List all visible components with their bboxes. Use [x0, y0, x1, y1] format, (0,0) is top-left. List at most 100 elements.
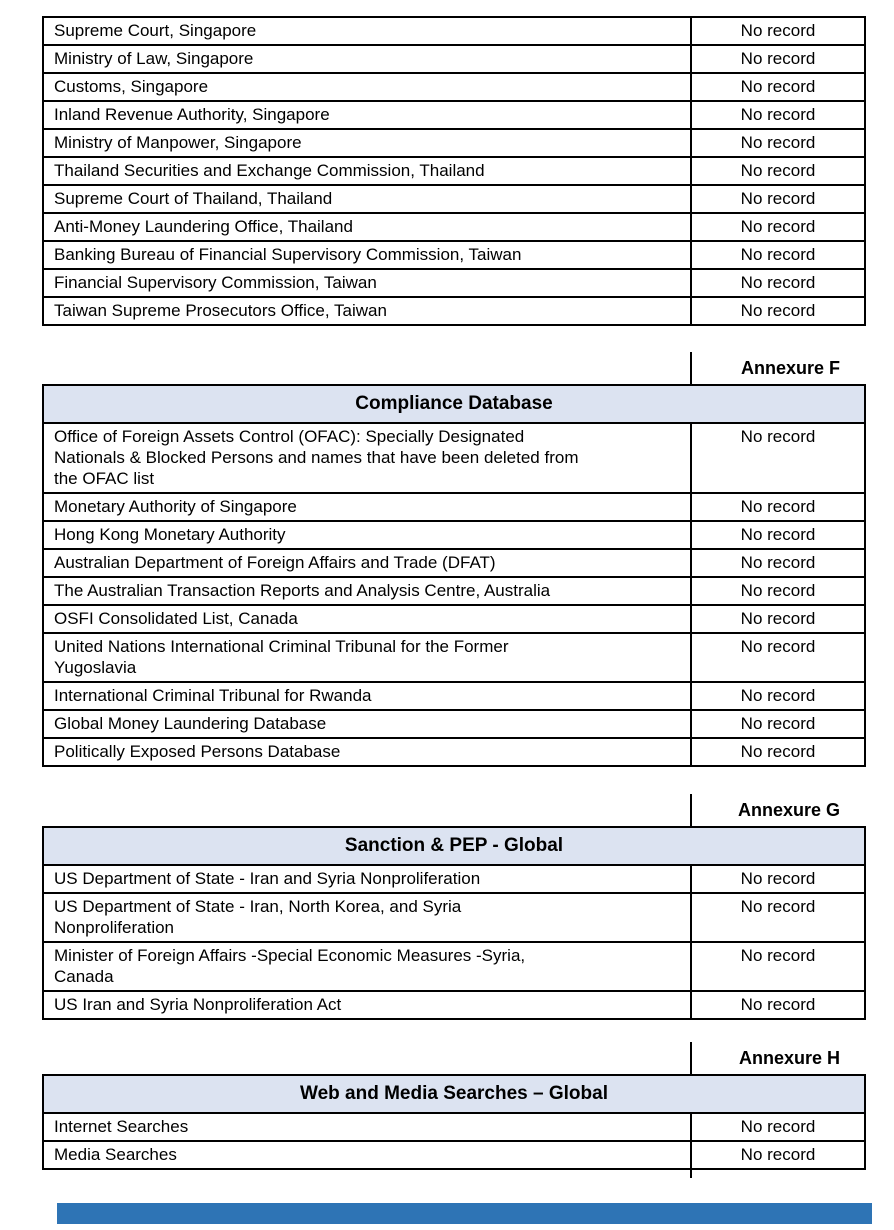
annexure-label: Annexure H — [738, 1047, 840, 1068]
table-row: International Criminal Tribunal for Rwan… — [44, 681, 864, 709]
result-cell: No record — [690, 130, 864, 156]
table-row: United Nations International Criminal Tr… — [44, 632, 864, 681]
result-cell: No record — [690, 270, 864, 296]
table-body: Office of Foreign Assets Control (OFAC):… — [44, 424, 864, 765]
table-title: Web and Media Searches – Global — [44, 1076, 864, 1114]
source-cell: Customs, Singapore — [54, 77, 209, 96]
source-cell: Australian Department of Foreign Affairs… — [54, 553, 496, 572]
source-cell: Minister of Foreign Affairs -Special Eco… — [54, 946, 526, 986]
annexure-f-label-row: Annexure F — [42, 352, 866, 385]
source-cell: Thailand Securities and Exchange Commiss… — [54, 161, 485, 180]
result-cell: No record — [690, 894, 864, 941]
result-cell: No record — [690, 992, 864, 1018]
result-cell: No record — [690, 186, 864, 212]
table-row: Banking Bureau of Financial Supervisory … — [44, 240, 864, 268]
table-row: US Iran and Syria Nonproliferation Act No… — [44, 990, 864, 1018]
result-cell: No record — [690, 74, 864, 100]
result-cell: No record — [690, 424, 864, 492]
source-cell: Monetary Authority of Singapore — [54, 497, 297, 516]
result-cell: No record — [690, 711, 864, 737]
result-cell: No record — [690, 634, 864, 681]
jurisdiction-search-table: Supreme Court, Singapore No record Ministr… — [42, 16, 866, 326]
column-divider-stub — [690, 1042, 692, 1075]
source-cell: US Department of State - Iran and Syria … — [54, 869, 481, 888]
source-cell: Global Money Laundering Database — [54, 714, 327, 733]
annexure-label: Annexure G — [737, 799, 840, 820]
result-cell: No record — [690, 18, 864, 44]
source-cell: US Department of State - Iran, North Kor… — [54, 897, 462, 937]
result-cell: No record — [690, 298, 864, 324]
table-row: Supreme Court of Thailand, Thailand No re… — [44, 184, 864, 212]
column-divider-stub — [690, 794, 692, 827]
table-row: Australian Department of Foreign Affairs… — [44, 548, 864, 576]
table-row: Ministry of Law, Singapore No record — [44, 44, 864, 72]
table-row: US Department of State - Iran, North Kor… — [44, 892, 864, 941]
source-cell: Financial Supervisory Commission, Taiwan — [54, 273, 377, 292]
web-media-searches-table: Web and Media Searches – Global Internet… — [42, 1074, 866, 1170]
result-cell: No record — [690, 158, 864, 184]
table-row: Taiwan Supreme Prosecutors Office, Taiwa… — [44, 296, 864, 324]
table-row: Thailand Securities and Exchange Commiss… — [44, 156, 864, 184]
table-row: Customs, Singapore No record — [44, 72, 864, 100]
source-cell: Hong Kong Monetary Authority — [54, 525, 286, 544]
result-cell: No record — [690, 214, 864, 240]
result-cell: No record — [690, 578, 864, 604]
page-content-column: Supreme Court, Singapore No record Ministr… — [42, 16, 866, 1178]
result-cell: No record — [690, 683, 864, 709]
table-body: Supreme Court, Singapore No record Ministr… — [44, 18, 864, 324]
result-cell: No record — [690, 1142, 864, 1168]
column-divider-stub — [690, 1170, 692, 1178]
result-cell: No record — [690, 550, 864, 576]
source-cell: United Nations International Criminal Tr… — [54, 637, 509, 677]
result-cell: No record — [690, 739, 864, 765]
source-cell: International Criminal Tribunal for Rwan… — [54, 686, 372, 705]
annexure-label: Annexure F — [740, 357, 840, 378]
table-row: Inland Revenue Authority, Singapore No re… — [44, 100, 864, 128]
result-cell: No record — [690, 46, 864, 72]
table-title: Sanction & PEP - Global — [44, 828, 864, 866]
column-divider-stub — [690, 352, 692, 385]
table-row: Anti-Money Laundering Office, Thailand No… — [44, 212, 864, 240]
source-cell: Internet Searches — [54, 1117, 189, 1136]
table-row: Financial Supervisory Commission, Taiwan… — [44, 268, 864, 296]
table-row: Global Money Laundering Database No recor… — [44, 709, 864, 737]
sanction-pep-table: Sanction & PEP - Global US Department of… — [42, 826, 866, 1020]
source-cell: Office of Foreign Assets Control (OFAC):… — [54, 427, 579, 488]
table-row: The Australian Transaction Reports and A… — [44, 576, 864, 604]
table-body: US Department of State - Iran and Syria … — [44, 866, 864, 1018]
table-row: Politically Exposed Persons Database No r… — [44, 737, 864, 765]
source-cell: US Iran and Syria Nonproliferation Act — [54, 995, 342, 1014]
source-cell: Ministry of Manpower, Singapore — [54, 133, 302, 152]
table-title: Compliance Database — [44, 386, 864, 424]
result-cell: No record — [690, 606, 864, 632]
table-body: Internet Searches No record Media Searches… — [44, 1114, 864, 1168]
table-row: Hong Kong Monetary Authority No record — [44, 520, 864, 548]
result-cell: No record — [690, 943, 864, 990]
source-cell: Banking Bureau of Financial Supervisory … — [54, 245, 522, 264]
table-row: OSFI Consolidated List, Canada No record — [44, 604, 864, 632]
result-cell: No record — [690, 522, 864, 548]
table-row: US Department of State - Iran and Syria … — [44, 866, 864, 892]
table-row: Media Searches No record — [44, 1140, 864, 1168]
source-cell: Supreme Court of Thailand, Thailand — [54, 189, 333, 208]
annexure-g-label-row: Annexure G — [42, 794, 866, 827]
result-cell: No record — [690, 102, 864, 128]
source-cell: Ministry of Law, Singapore — [54, 49, 254, 68]
source-cell: Anti-Money Laundering Office, Thailand — [54, 217, 353, 236]
annexure-h-label-row: Annexure H — [42, 1042, 866, 1075]
source-cell: Taiwan Supreme Prosecutors Office, Taiwa… — [54, 301, 387, 320]
result-cell: No record — [690, 494, 864, 520]
source-cell: Politically Exposed Persons Database — [54, 742, 341, 761]
compliance-database-table: Compliance Database Office of Foreign As… — [42, 384, 866, 767]
table-row: Minister of Foreign Affairs -Special Eco… — [44, 941, 864, 990]
source-cell: Inland Revenue Authority, Singapore — [54, 105, 330, 124]
table-row: Monetary Authority of Singapore No record — [44, 492, 864, 520]
result-cell: No record — [690, 866, 864, 892]
source-cell: The Australian Transaction Reports and A… — [54, 581, 551, 600]
table-row: Office of Foreign Assets Control (OFAC):… — [44, 424, 864, 492]
source-cell: Supreme Court, Singapore — [54, 21, 257, 40]
table-row: Supreme Court, Singapore No record — [44, 18, 864, 44]
table-row: Ministry of Manpower, Singapore No record — [44, 128, 864, 156]
source-cell: Media Searches — [54, 1145, 177, 1164]
table-row: Internet Searches No record — [44, 1114, 864, 1140]
